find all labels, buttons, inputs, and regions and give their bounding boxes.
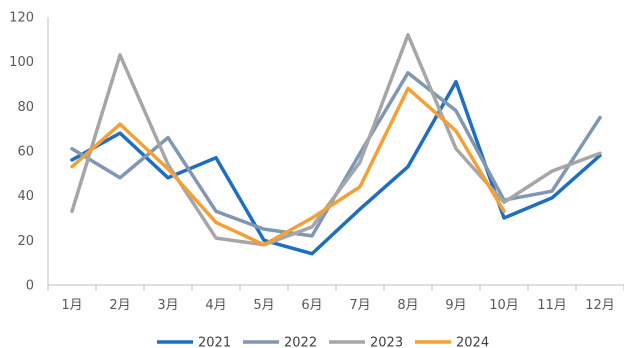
legend-label-2023: 2023	[370, 336, 403, 348]
y-tick-label: 100	[9, 55, 34, 70]
series-line-2024	[70, 86, 506, 247]
y-tick-label: 20	[17, 234, 34, 249]
y-tick-label: 60	[17, 145, 34, 160]
series-line-2021	[70, 80, 602, 256]
x-tick-label: 2月	[109, 298, 130, 313]
x-tick-labels: 1月 2月 3月 4月 5月 6月 7月 8月 9月 10月 11月 12月	[61, 298, 614, 313]
x-tick-label: 1月	[61, 298, 82, 313]
x-tick-marks	[47, 285, 624, 291]
y-tick-labels: 0 20 40 60 80 100 120	[9, 11, 34, 294]
x-tick-label: 4月	[205, 298, 226, 313]
x-tick-label: 9月	[445, 298, 466, 313]
legend-label-2021: 2021	[198, 336, 231, 348]
y-tick-label: 80	[17, 100, 34, 115]
x-tick-label: 11月	[537, 298, 567, 313]
x-tick-label: 8月	[397, 298, 418, 313]
series-lines	[70, 33, 602, 256]
y-tick-label: 0	[26, 279, 34, 294]
y-tick-label: 40	[17, 189, 34, 204]
y-tick-label: 120	[9, 11, 34, 26]
x-tick-label: 10月	[489, 298, 519, 313]
x-tick-label: 7月	[349, 298, 370, 313]
legend-label-2024: 2024	[456, 336, 489, 348]
x-tick-label: 3月	[157, 298, 178, 313]
x-tick-label: 5月	[253, 298, 274, 313]
series-line-2023	[70, 33, 602, 247]
x-tick-label: 6月	[301, 298, 322, 313]
legend: 2021 2022 2023 2024	[157, 336, 489, 348]
x-tick-label: 12月	[585, 298, 615, 313]
legend-label-2022: 2022	[284, 336, 317, 348]
